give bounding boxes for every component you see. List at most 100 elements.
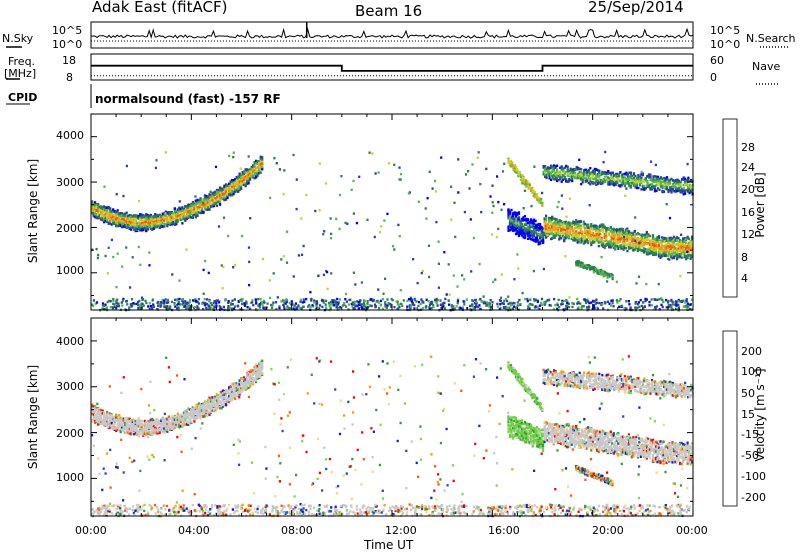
echo-cell: [220, 192, 223, 195]
echo-cell: [541, 201, 544, 204]
echo-cell: [124, 221, 127, 224]
echo-cell: [217, 194, 220, 197]
echo-cell: [431, 187, 434, 190]
echo-cell: [539, 242, 542, 245]
echo-cell: [352, 179, 355, 183]
echo-cell: [566, 227, 569, 230]
echo-cell: [116, 222, 119, 225]
echo-cell: [207, 271, 210, 275]
echo-cell: [158, 224, 161, 227]
echo-cell: [167, 212, 170, 215]
echo-cell: [530, 220, 533, 223]
echo-cell: [196, 202, 199, 205]
echo-cell: [508, 222, 512, 226]
echo-cell: [238, 186, 241, 189]
echo-cell: [539, 233, 542, 236]
echo-cell: [214, 193, 217, 196]
nsearch-label: N.Search: [746, 32, 796, 45]
echo-cell: [134, 217, 137, 221]
echo-cell: [344, 221, 347, 225]
echo-cell: [519, 221, 522, 225]
echo-cell: [514, 229, 518, 232]
echo-cell: [536, 240, 539, 243]
echo-cell: [590, 243, 593, 247]
echo-cell: [103, 185, 106, 188]
echo-cell: [197, 211, 201, 214]
echo-cell: [131, 226, 134, 229]
echo-cell: [241, 183, 244, 186]
echo-cell: [543, 233, 546, 236]
echo-cell: [146, 227, 149, 231]
echo-cell: [209, 197, 213, 200]
echo-cell: [576, 297, 579, 301]
echo-cell: [581, 234, 584, 237]
echo-cell: [237, 180, 240, 183]
echo-cell: [160, 222, 163, 226]
echo-cell: [453, 201, 456, 204]
echo-cell: [533, 225, 536, 229]
echo-cell: [253, 161, 256, 164]
echo-cell: [516, 219, 519, 222]
echo-cell: [167, 215, 170, 218]
echo-cell: [629, 185, 632, 189]
echo-cell: [657, 235, 661, 238]
echo-cell: [125, 164, 128, 168]
echo-cell: [240, 174, 243, 177]
echo-cell: [384, 277, 387, 280]
echo-cell: [545, 235, 548, 238]
echo-cell: [590, 301, 593, 304]
echo-cell: [163, 223, 166, 226]
date-label: 25/Sep/2014: [588, 0, 684, 16]
echo-cell: [94, 201, 97, 204]
echo-cell: [187, 206, 190, 209]
echo-cell: [584, 227, 587, 230]
echo-cell: [590, 237, 593, 240]
echo-cell: [569, 232, 572, 235]
echo-cell: [645, 231, 648, 234]
echo-cell: [148, 264, 151, 267]
echo-cell: [140, 228, 143, 232]
echo-cell: [97, 215, 100, 218]
echo-cell: [513, 226, 516, 229]
echo-cell: [513, 217, 516, 220]
cpid-label: CPID: [8, 91, 38, 104]
echo-cell: [621, 228, 624, 231]
echo-cell: [110, 214, 113, 218]
echo-cell: [640, 178, 643, 182]
echo-cell: [109, 222, 112, 225]
echo-cell: [522, 207, 525, 210]
echo-cell: [377, 171, 380, 174]
echo-cell: [491, 233, 494, 236]
echo-cell: [318, 162, 321, 165]
echo-cell: [525, 218, 528, 221]
echo-cell: [228, 154, 231, 158]
echo-cell: [208, 193, 211, 197]
echo-cell: [149, 213, 152, 217]
echo-cell: [185, 209, 188, 212]
echo-cell: [173, 213, 176, 217]
echo-cell: [191, 214, 194, 217]
echo-cell: [280, 258, 283, 261]
echo-cell: [247, 180, 250, 183]
echo-cell: [649, 173, 652, 176]
echo-cell: [654, 248, 658, 251]
echo-cell: [623, 184, 626, 188]
echo-cell: [250, 175, 253, 178]
echo-cell: [684, 192, 687, 195]
echo-cell: [554, 304, 557, 307]
echo-cell: [588, 235, 591, 238]
echo-cell: [651, 234, 655, 237]
echo-cell: [211, 199, 214, 202]
echo-cell: [593, 224, 596, 227]
echo-cell: [536, 233, 539, 237]
echo-cell: [569, 229, 572, 233]
echo-cell: [552, 227, 555, 230]
echo-cell: [322, 233, 325, 236]
echo-cell: [247, 172, 250, 175]
echo-cell: [292, 275, 295, 278]
echo-cell: [522, 231, 525, 235]
power-scatter: [91, 150, 694, 312]
echo-cell: [161, 225, 164, 228]
echo-cell: [121, 265, 124, 268]
echo-cell: [139, 216, 142, 220]
